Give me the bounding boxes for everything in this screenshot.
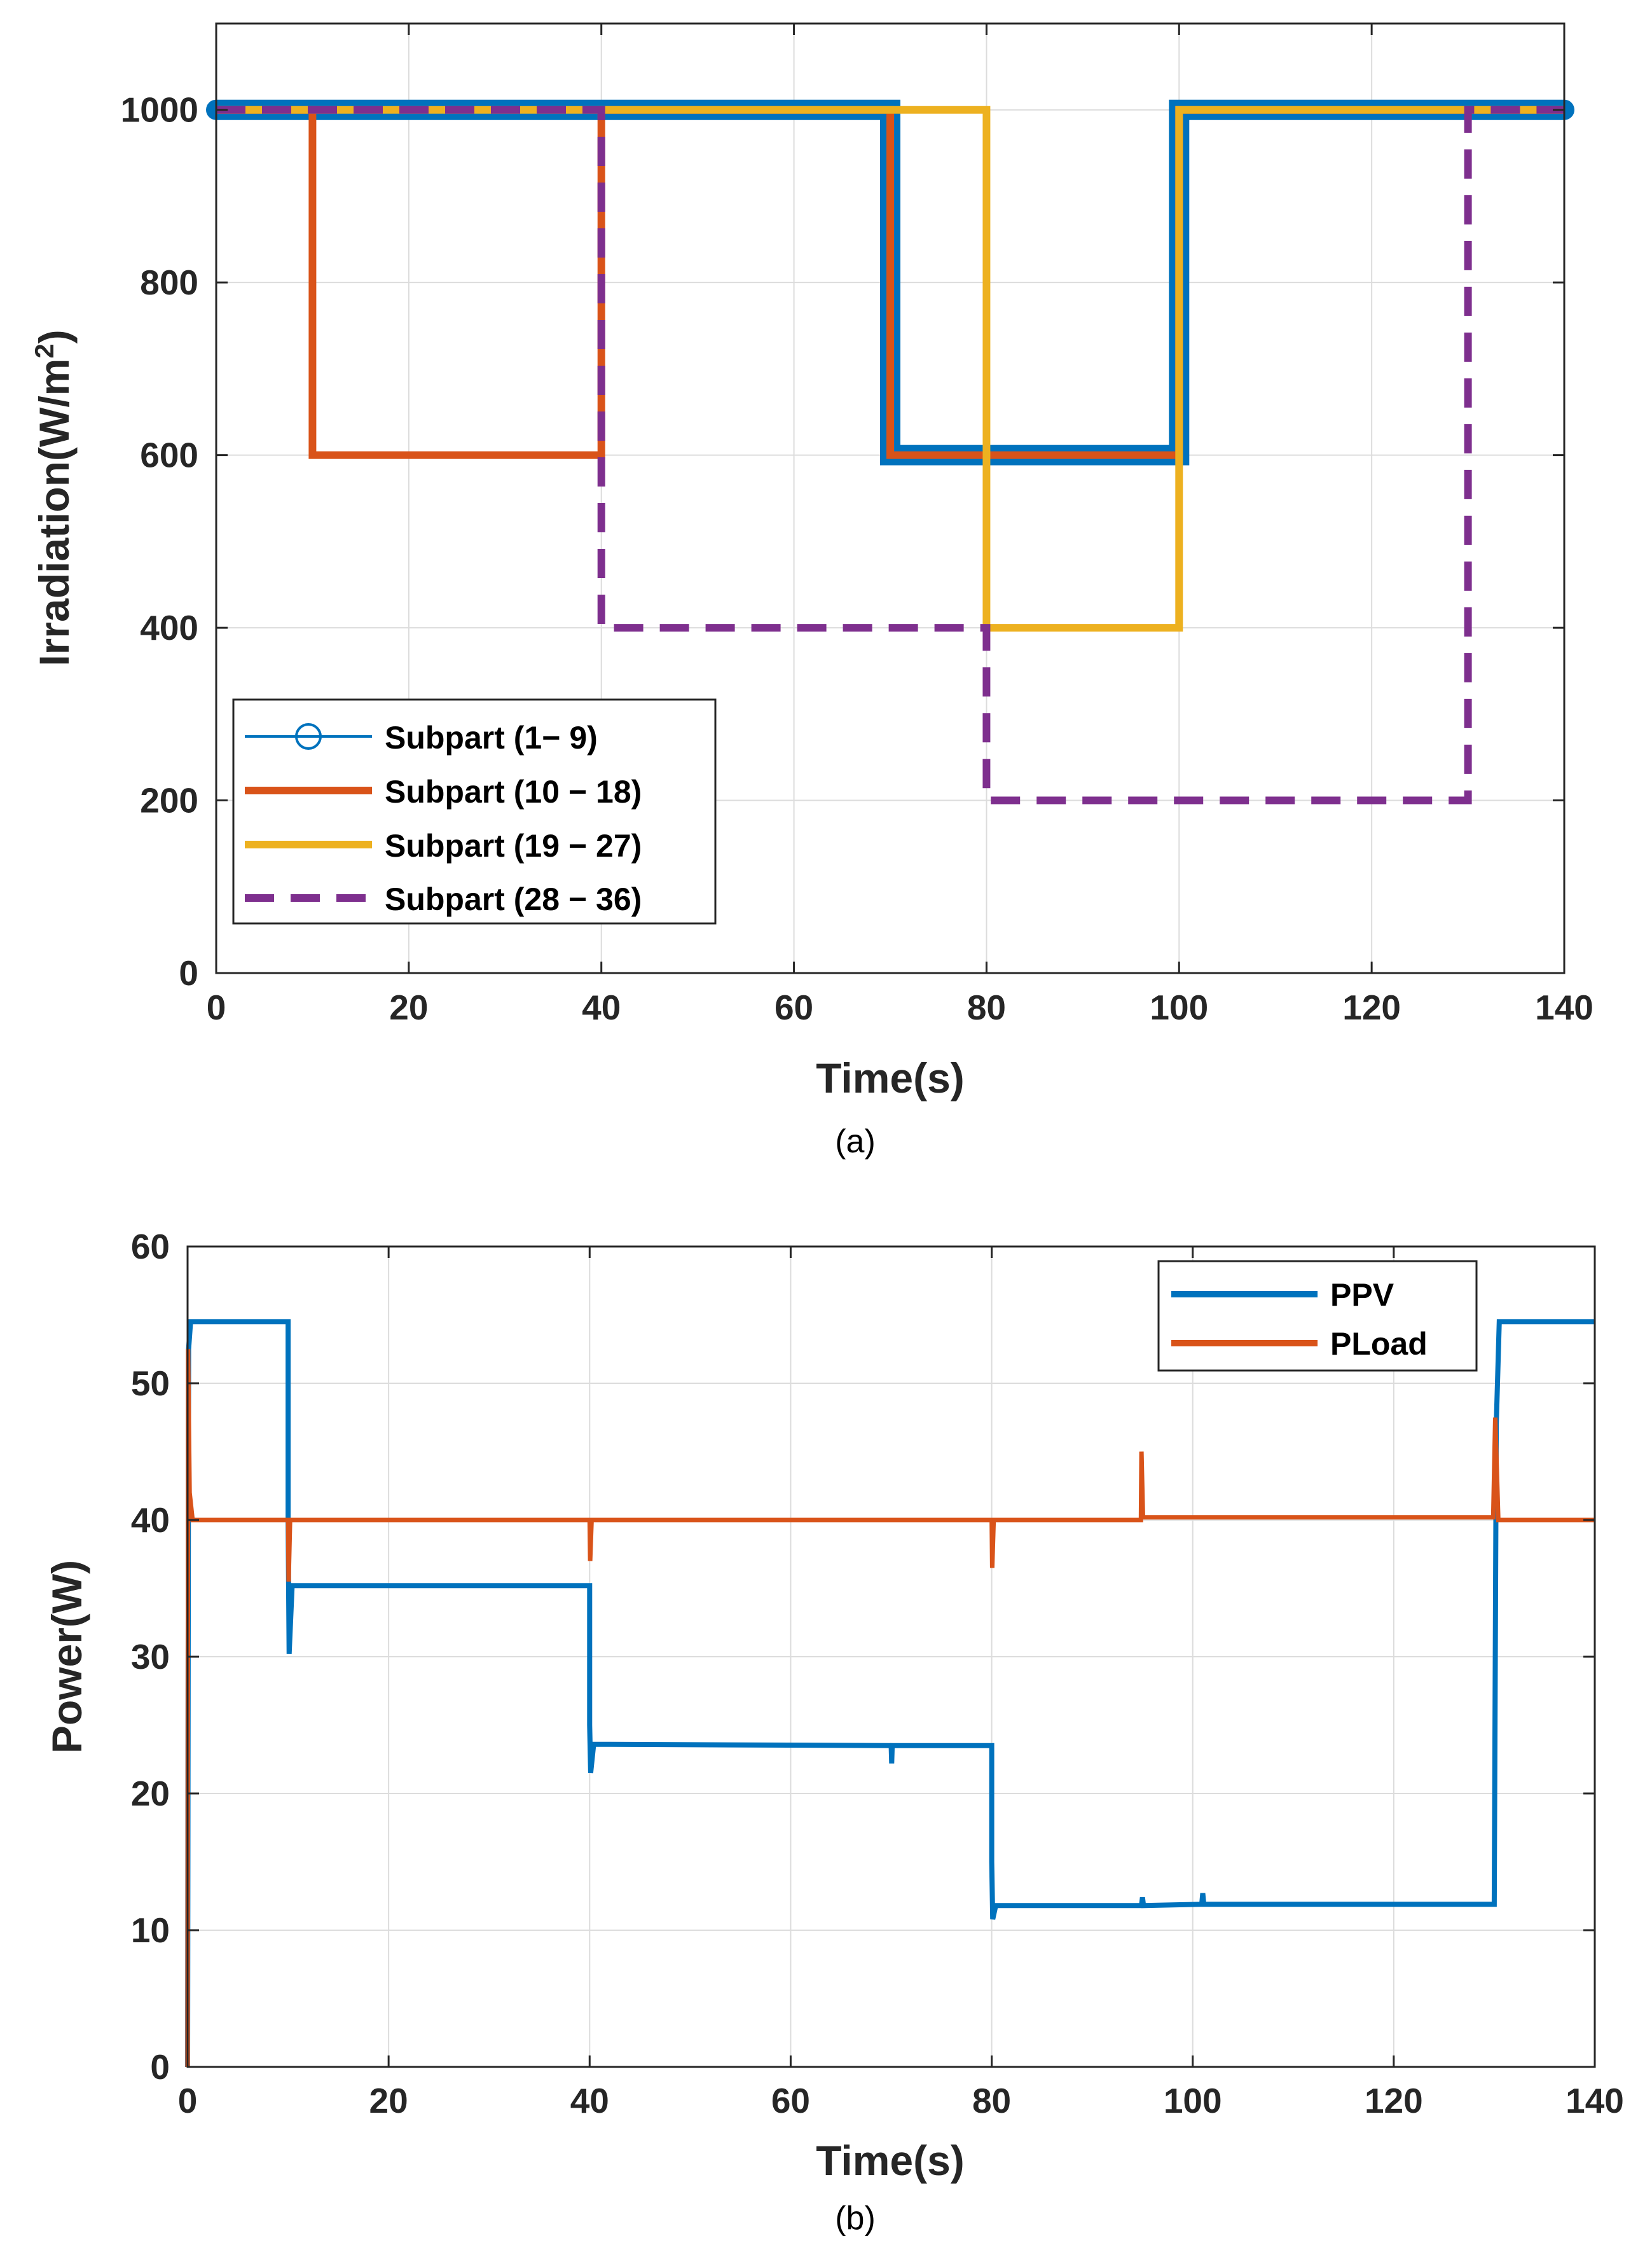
b-x-tick-label: 120 bbox=[1365, 2081, 1423, 2120]
a-x-tick-label: 60 bbox=[774, 988, 813, 1027]
b-x-tick-label: 60 bbox=[771, 2081, 810, 2120]
series-line-ppv bbox=[185, 1319, 1595, 2068]
b-y-tick-label: 20 bbox=[131, 1774, 170, 1813]
a-x-tick-label: 140 bbox=[1535, 988, 1593, 1027]
power-chart: 0 20 40 60 80 100 120 140 0 10 20 30 40 50 60 Time(s)… bbox=[43, 1227, 1624, 2237]
power-legend: PPV PLoad bbox=[1157, 1260, 1478, 1372]
power-x-tick-labels: 0 20 40 60 80 100 120 140 bbox=[178, 2081, 1624, 2120]
legend-label-ppv: PPV bbox=[1330, 1277, 1394, 1313]
power-caption: (b) bbox=[835, 2200, 876, 2237]
b-x-tick-label: 20 bbox=[369, 2081, 408, 2120]
power-series bbox=[185, 1319, 1595, 2068]
a-x-tick-label: 80 bbox=[967, 988, 1006, 1027]
b-x-tick-label: 140 bbox=[1566, 2081, 1624, 2120]
irradiation-y-axis-label-superscript: 2 bbox=[29, 343, 59, 358]
b-y-tick-label: 60 bbox=[131, 1227, 170, 1266]
irradiation-y-axis-label: Irradiation(W/m2) bbox=[29, 329, 78, 666]
irradiation-y-tick-labels: 0 200 400 600 800 1000 bbox=[121, 90, 198, 993]
a-y-tick-label: 600 bbox=[140, 436, 198, 475]
a-y-tick-label: 200 bbox=[140, 781, 198, 820]
b-y-tick-label: 10 bbox=[131, 1910, 170, 1950]
power-tick-marks bbox=[186, 1245, 1596, 2068]
a-x-tick-label: 20 bbox=[389, 988, 428, 1027]
b-y-tick-label: 40 bbox=[131, 1500, 170, 1540]
irradiation-y-axis-label-main: Irradiation(W/m bbox=[31, 359, 78, 667]
a-y-tick-label: 0 bbox=[179, 953, 198, 993]
a-y-tick-label: 1000 bbox=[121, 90, 198, 130]
a-x-tick-label: 40 bbox=[582, 988, 621, 1027]
legend-label-subpart-10-18: Subpart (10 − 18) bbox=[385, 774, 642, 810]
power-x-axis-label: Time(s) bbox=[816, 2137, 965, 2184]
irradiation-y-axis-label-close: ) bbox=[31, 329, 78, 343]
legend-label-subpart-1-9: Subpart (1− 9) bbox=[385, 720, 598, 756]
power-y-tick-labels: 0 10 20 30 40 50 60 bbox=[131, 1227, 170, 2087]
irradiation-x-axis-label: Time(s) bbox=[816, 1054, 965, 1102]
b-x-tick-label: 100 bbox=[1164, 2081, 1222, 2120]
power-y-axis-label: Power(W) bbox=[43, 1560, 90, 1753]
series-line-pload bbox=[185, 1349, 1595, 2068]
a-x-tick-label: 120 bbox=[1342, 988, 1401, 1027]
legend-label-subpart-28-36: Subpart (28 − 36) bbox=[385, 881, 642, 917]
series-line-subpart-28-36 bbox=[216, 106, 1564, 805]
a-x-tick-label: 0 bbox=[207, 988, 226, 1027]
irradiation-tick-marks bbox=[215, 24, 1566, 974]
legend-label-pload: PLoad bbox=[1330, 1326, 1428, 1362]
irradiation-caption: (a) bbox=[835, 1123, 876, 1160]
b-x-tick-label: 0 bbox=[178, 2081, 198, 2120]
b-y-tick-label: 30 bbox=[131, 1637, 170, 1676]
irradiation-legend: Subpart (1− 9) Subpart (10 − 18) Subpart… bbox=[232, 698, 717, 925]
irradiation-series bbox=[206, 99, 1574, 805]
b-x-tick-label: 80 bbox=[972, 2081, 1011, 2120]
a-y-tick-label: 800 bbox=[140, 263, 198, 302]
power-legend-box bbox=[1157, 1260, 1478, 1372]
irradiation-axes-box bbox=[215, 22, 1566, 974]
b-y-tick-label: 0 bbox=[150, 2047, 170, 2087]
irradiation-x-tick-labels: 0 20 40 60 80 100 120 140 bbox=[207, 988, 1593, 1027]
series-line-subpart-19-27 bbox=[216, 106, 1564, 632]
a-y-tick-label: 400 bbox=[140, 608, 198, 647]
b-x-tick-label: 40 bbox=[570, 2081, 609, 2120]
legend-marker-subpart-1-9 bbox=[295, 723, 322, 750]
legend-label-subpart-19-27: Subpart (19 − 27) bbox=[385, 828, 642, 864]
a-x-tick-label: 100 bbox=[1150, 988, 1208, 1027]
irradiation-chart: 0 20 40 60 80 100 120 140 0 200 400 600 800 1000 Tim… bbox=[29, 22, 1593, 1160]
b-y-tick-label: 50 bbox=[131, 1364, 170, 1403]
